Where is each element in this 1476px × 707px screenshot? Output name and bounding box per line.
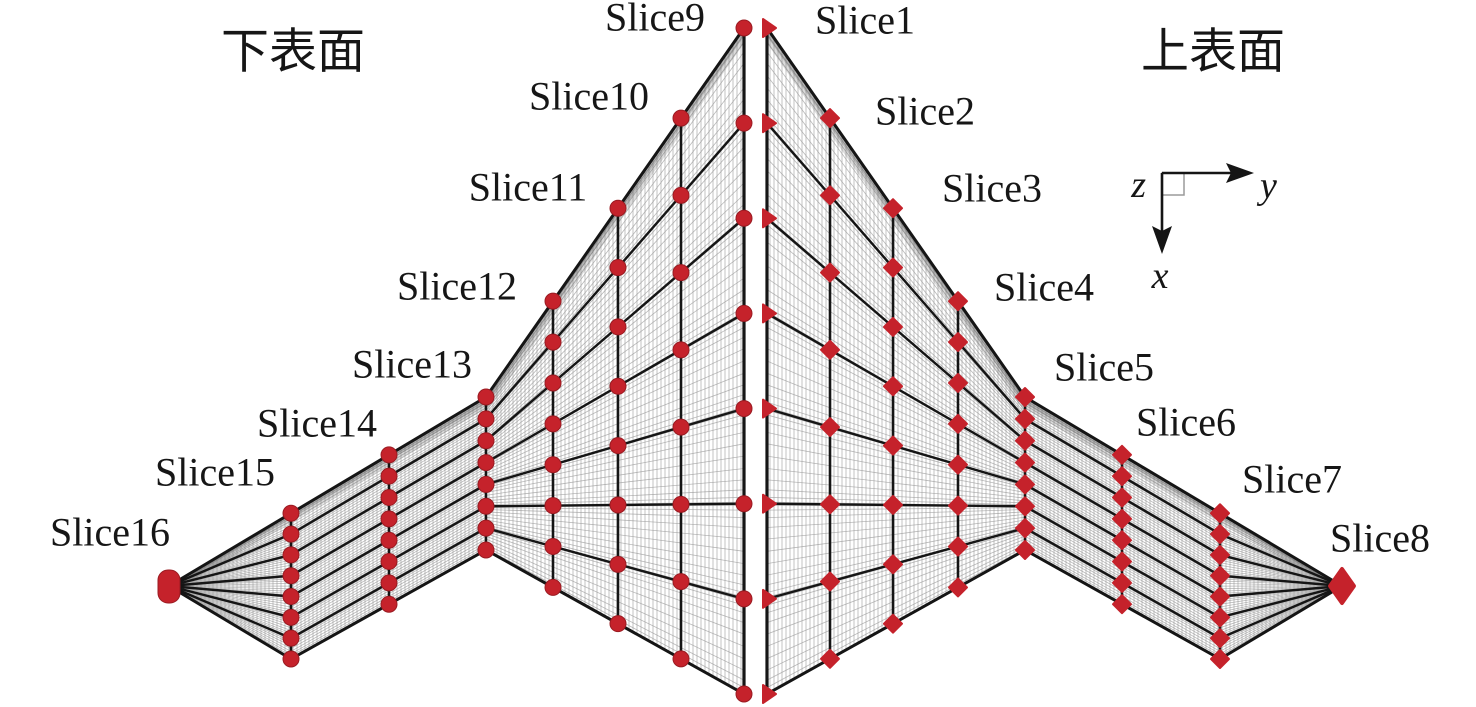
upper-surface-title: 上表面 — [1141, 26, 1285, 79]
axis-indicator: z y x — [1130, 163, 1277, 297]
slice-label: Slice1 — [815, 0, 915, 43]
slice-marker-set — [157, 569, 181, 604]
slice-marker-set — [948, 291, 968, 598]
slice-label: Slice16 — [50, 510, 170, 555]
slice-marker-set — [672, 109, 690, 668]
axis-label-y: y — [1256, 165, 1277, 207]
slice-label: Slice7 — [1242, 457, 1342, 502]
slice-marker-set — [1328, 567, 1356, 605]
slice-marker-set — [609, 199, 627, 633]
slice-label: Slice14 — [257, 401, 377, 446]
axis-arrow-y-icon — [1226, 163, 1254, 183]
axis-label-z: z — [1130, 164, 1146, 206]
slice-marker-set — [762, 18, 777, 704]
slice-label: Slice4 — [994, 265, 1094, 310]
lower-surface-title: 下表面 — [221, 26, 365, 79]
slice-label: Slice8 — [1330, 516, 1430, 561]
slice-marker-set — [1112, 444, 1132, 615]
slice-marker-set — [477, 388, 495, 559]
slice-label: Slice13 — [352, 342, 472, 387]
slice-label: Slice9 — [605, 0, 705, 40]
slice-label: Slice12 — [397, 264, 517, 309]
slice-label: Slice10 — [529, 74, 649, 119]
slice-label: Slice15 — [155, 450, 275, 495]
slice-label: Slice5 — [1054, 345, 1154, 390]
slice-markers — [157, 18, 1356, 704]
slice-marker-set — [282, 504, 300, 668]
slice-marker-set — [1015, 387, 1035, 560]
axis-label-x: x — [1151, 255, 1169, 297]
slice-label: Slice2 — [875, 89, 975, 134]
slice-marker-set — [735, 19, 753, 703]
right-angle-square — [1161, 172, 1185, 196]
slice-label: Slice11 — [469, 165, 588, 210]
slice-label: Slice6 — [1136, 400, 1236, 445]
slice-marker-set — [883, 198, 903, 634]
axis-arrow-x-icon — [1152, 226, 1172, 254]
slice-marker-set — [380, 446, 398, 613]
slice-label: Slice3 — [942, 166, 1042, 211]
slice-labels: Slice1Slice2Slice3Slice4Slice5Slice6Slic… — [50, 0, 1430, 561]
slice-marker-set — [1210, 503, 1230, 669]
slice-marker-set — [820, 108, 840, 669]
slice-marker-set — [544, 292, 562, 596]
